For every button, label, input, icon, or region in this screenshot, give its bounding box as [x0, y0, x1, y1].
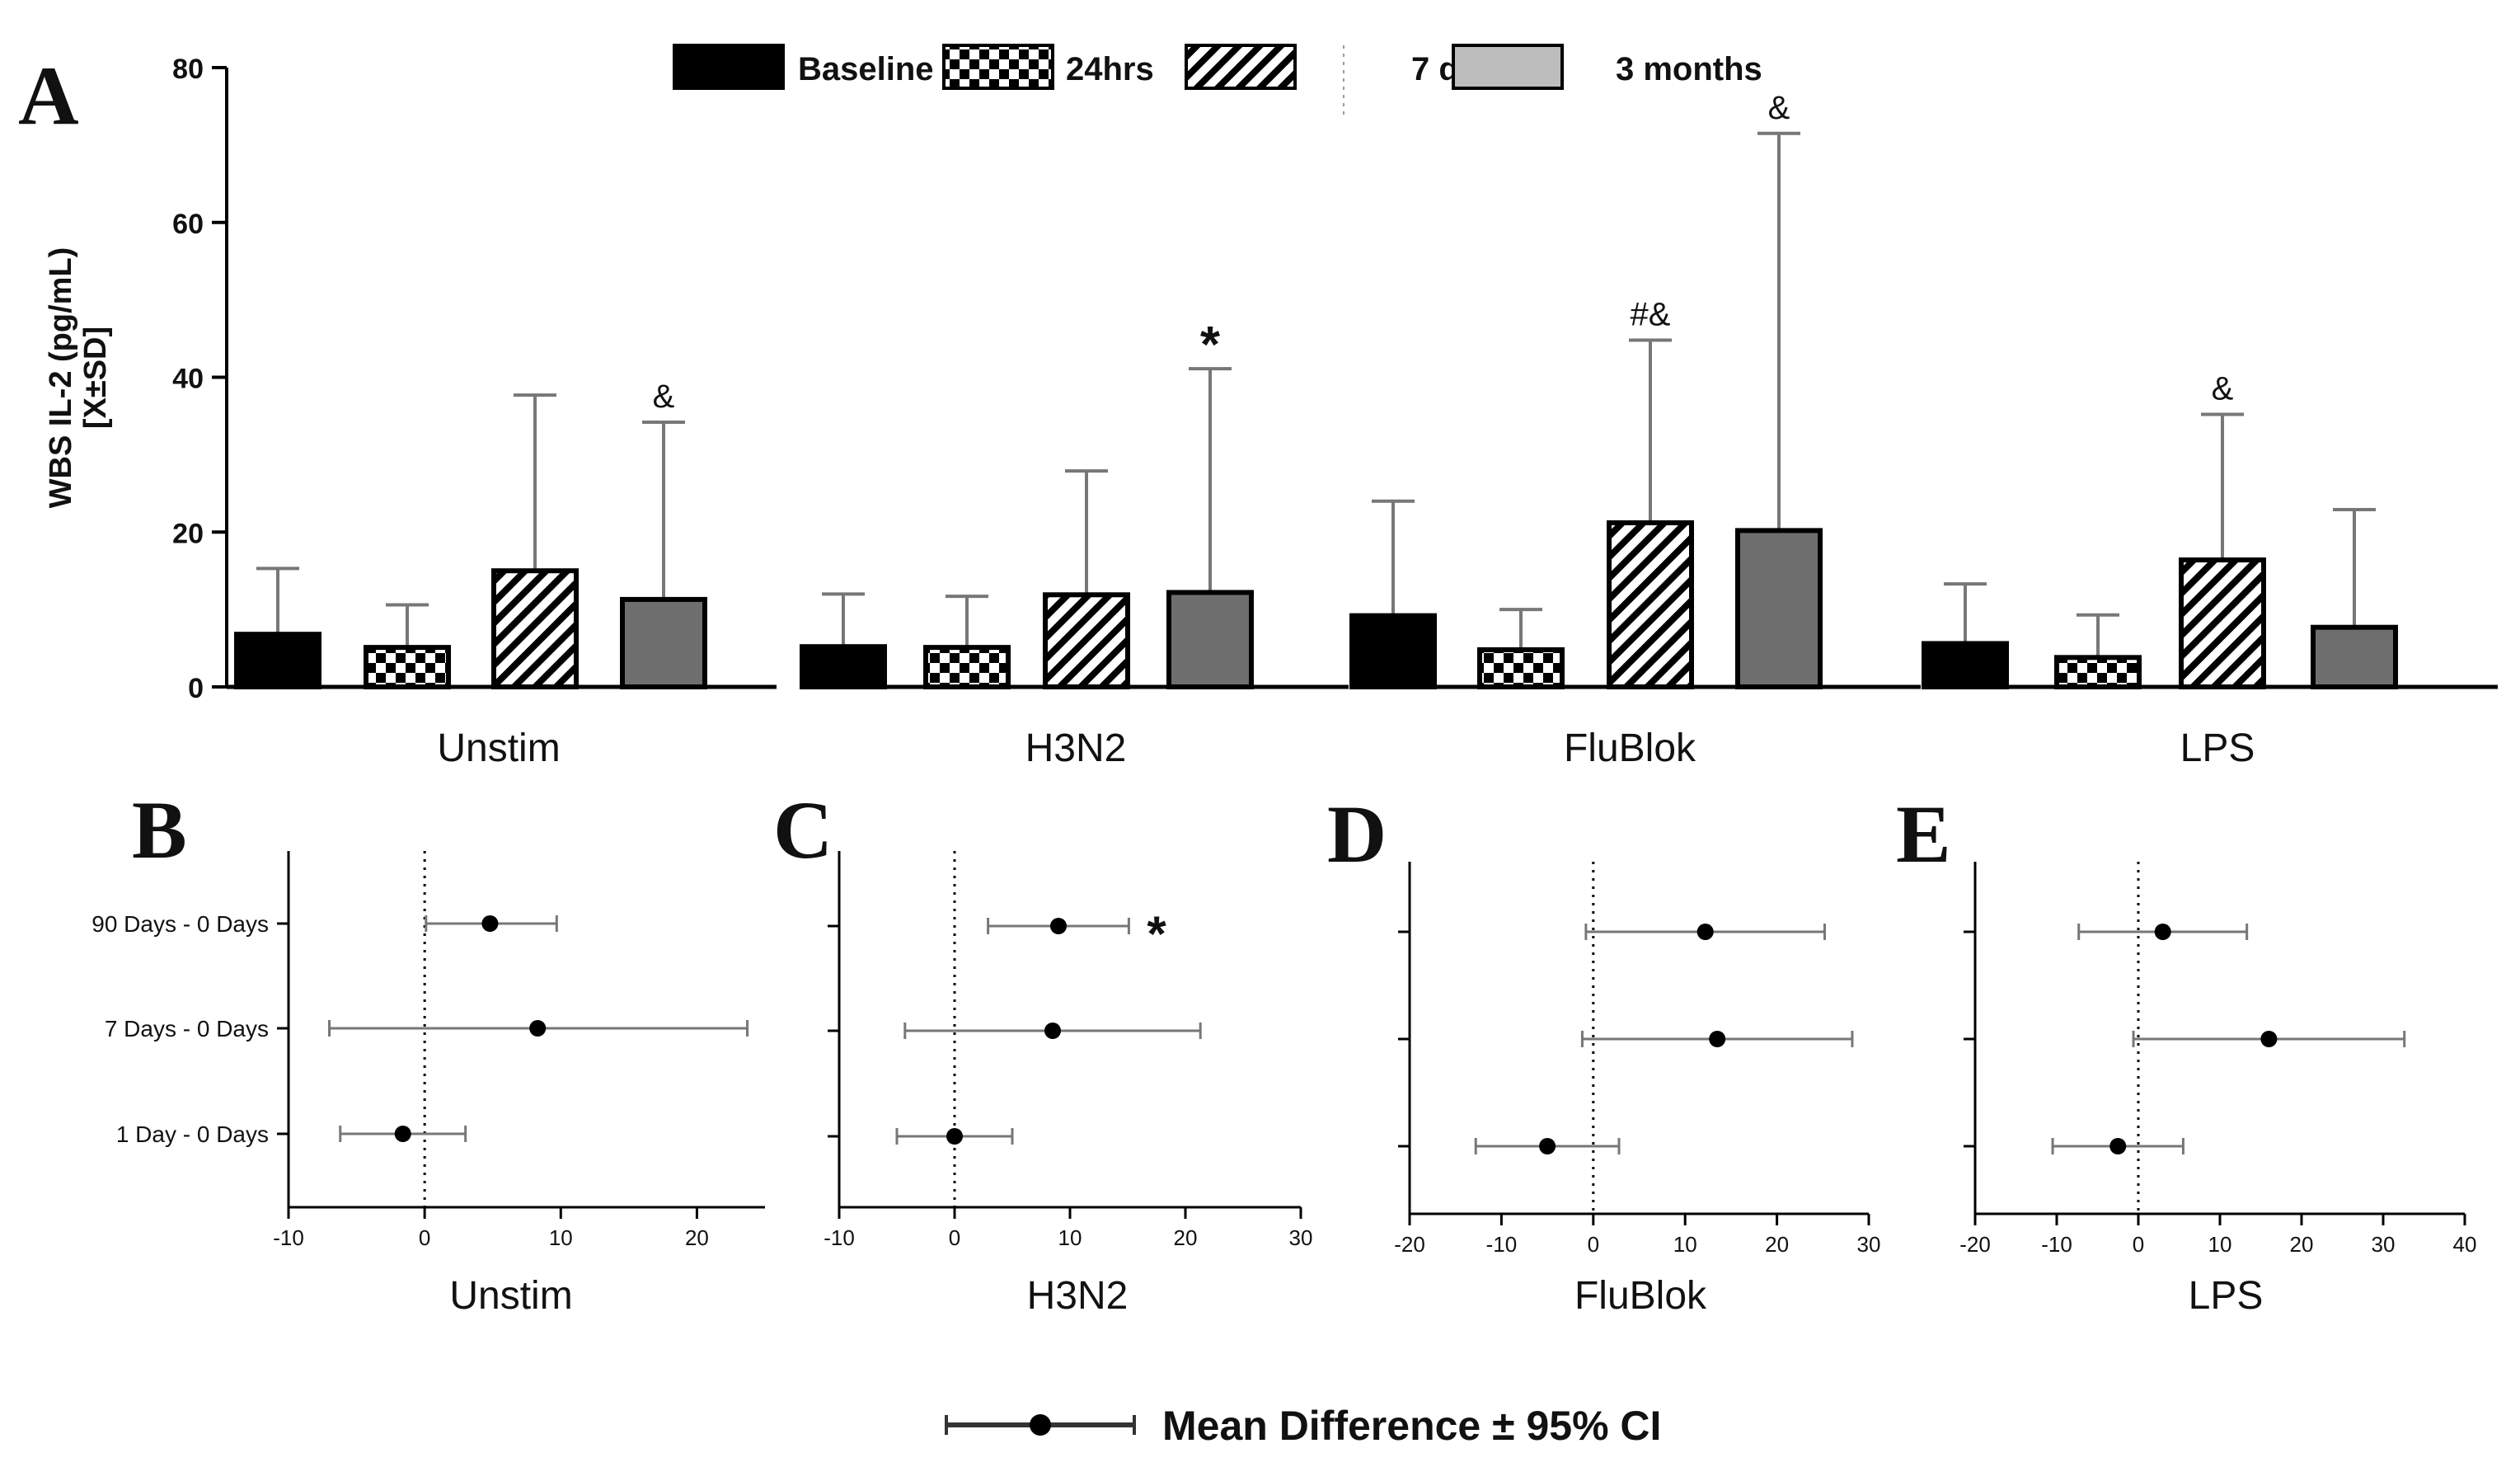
y-axis-label-units: [X±SD]	[78, 327, 113, 429]
legend-label: 24hrs	[1066, 51, 1154, 87]
x-tick-label: 30	[1289, 1225, 1313, 1250]
legend-label: Baseline	[798, 51, 934, 87]
bar	[1477, 646, 1565, 690]
x-tick-label: 20	[2290, 1232, 2314, 1257]
x-tick-label: 10	[1058, 1225, 1082, 1250]
comparison-label: 90 Days - 0 Days	[92, 911, 269, 937]
panel-label: B	[132, 784, 187, 876]
mean-point	[2109, 1138, 2127, 1154]
mean-point	[481, 915, 499, 932]
x-tick-label: -20	[1959, 1232, 1991, 1257]
legend-swatch	[942, 44, 1054, 90]
x-axis-label: FluBlok	[1574, 1274, 1707, 1318]
x-axis-label: Unstim	[449, 1274, 572, 1318]
bar	[1043, 592, 1130, 690]
panel-label-a: A	[18, 49, 79, 143]
significance-annotation: *	[1147, 906, 1166, 961]
x-tick-label: 10	[2208, 1232, 2232, 1257]
y-axis-label: WBS IL-2 (pg/mL)	[44, 247, 78, 509]
x-tick-label: 0	[949, 1225, 960, 1250]
bar	[1735, 528, 1823, 689]
category-label: FluBlok	[1564, 726, 1696, 770]
forest-plots: B -10 0 10 20 90 Days - 0 Days 7 Days - 0 Days…	[92, 784, 2476, 1318]
legend-label: 3 months	[1616, 51, 1762, 87]
y-tick-label: 80	[172, 54, 204, 85]
comparison-label: 1 Day - 0 Days	[116, 1121, 269, 1147]
mean-point	[1050, 918, 1067, 934]
mean-point	[529, 1020, 547, 1037]
significance-annotation: &	[653, 378, 675, 415]
comparison-label: 7 Days - 0 Days	[105, 1016, 269, 1041]
bar	[364, 645, 451, 690]
panel-label: D	[1327, 788, 1387, 880]
category-label: LPS	[2180, 726, 2255, 770]
bar	[234, 632, 321, 689]
x-tick-label: -10	[2041, 1232, 2072, 1257]
category-label: H3N2	[1025, 726, 1127, 770]
panel-label: C	[773, 784, 833, 876]
x-tick-label: 20	[1765, 1232, 1789, 1257]
bar	[2311, 624, 2398, 689]
mean-point	[1044, 1023, 1061, 1039]
bar	[923, 645, 1011, 690]
bar	[800, 644, 887, 689]
legend-swatch	[1452, 44, 1564, 90]
panel-a-bar-chart: A 0 20 40 60 80 WBS IL-2 (pg/mL) [X±SD] & Unstim *…	[18, 49, 2498, 770]
bar	[1349, 613, 1437, 690]
x-tick-label: 20	[1174, 1225, 1198, 1250]
x-tick-label: 30	[2372, 1232, 2396, 1257]
significance-annotation: &	[1768, 90, 1790, 126]
legend-swatch	[673, 44, 785, 90]
x-axis-label: LPS	[2189, 1274, 2264, 1318]
panel-label: E	[1896, 788, 1951, 880]
bar	[1922, 641, 2009, 689]
mean-point	[1709, 1031, 1726, 1047]
significance-annotation: *	[1200, 317, 1221, 374]
x-tick-label: -10	[1486, 1232, 1518, 1257]
legend-swatch	[1185, 44, 1297, 90]
bar	[2054, 655, 2142, 690]
significance-annotation: #&	[1631, 296, 1671, 332]
bar	[620, 596, 707, 690]
x-tick-label: -10	[824, 1225, 855, 1250]
mean-point	[2260, 1031, 2278, 1047]
x-tick-label: 30	[1857, 1232, 1881, 1257]
x-tick-label: 20	[685, 1225, 709, 1250]
mean-point	[1539, 1138, 1556, 1154]
x-tick-label: -10	[273, 1225, 304, 1250]
mean-point	[946, 1128, 963, 1145]
x-tick-label: -20	[1394, 1232, 1425, 1257]
bar	[1166, 590, 1254, 689]
mean-point	[2154, 924, 2171, 940]
legend-bottom-label: Mean Difference ± 95% CI	[1162, 1403, 1661, 1449]
x-tick-label: 10	[1673, 1232, 1697, 1257]
x-tick-label: 40	[2453, 1232, 2477, 1257]
significance-annotation: &	[2212, 371, 2234, 407]
x-axis-label: H3N2	[1027, 1274, 1129, 1318]
bar	[2179, 557, 2266, 689]
y-tick-label: 60	[172, 209, 204, 240]
x-tick-label: 0	[419, 1225, 430, 1250]
legend-mean-point	[1030, 1414, 1051, 1436]
x-tick-label: 0	[2133, 1232, 2144, 1257]
mean-point	[1696, 924, 1714, 940]
y-tick-label: 40	[172, 364, 204, 395]
category-label: Unstim	[437, 726, 560, 770]
bar	[1607, 520, 1694, 689]
mean-point	[394, 1126, 411, 1142]
bar	[491, 568, 579, 689]
y-tick-label: 20	[172, 518, 204, 549]
x-tick-label: 10	[549, 1225, 573, 1250]
x-tick-label: 0	[1588, 1232, 1599, 1257]
y-tick-label: 0	[188, 673, 204, 704]
